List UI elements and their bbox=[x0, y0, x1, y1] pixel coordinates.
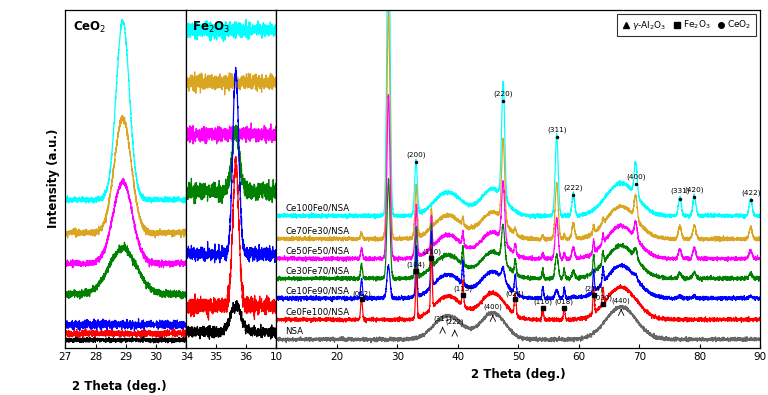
Text: Ce10Fe90/NSA: Ce10Fe90/NSA bbox=[285, 286, 349, 295]
Legend: $\gamma$-Al$_2$O$_3$, Fe$_2$O$_3$, CeO$_2$: $\gamma$-Al$_2$O$_3$, Fe$_2$O$_3$, CeO$_… bbox=[617, 14, 756, 36]
Text: CeO$_2$: CeO$_2$ bbox=[72, 20, 106, 35]
Text: (400): (400) bbox=[483, 304, 502, 310]
Text: (200): (200) bbox=[406, 152, 425, 158]
Text: (018): (018) bbox=[554, 298, 574, 305]
Text: (311): (311) bbox=[547, 126, 567, 133]
Text: (440): (440) bbox=[612, 298, 631, 304]
Text: (030): (030) bbox=[594, 294, 613, 301]
Text: (420): (420) bbox=[684, 186, 704, 193]
Text: (110): (110) bbox=[422, 249, 441, 255]
Text: (214): (214) bbox=[584, 286, 603, 292]
Text: Ce0Fe100/NSA: Ce0Fe100/NSA bbox=[285, 308, 349, 317]
Text: Ce100Fe0/NSA: Ce100Fe0/NSA bbox=[285, 204, 349, 213]
Text: (116): (116) bbox=[533, 298, 552, 305]
Text: (220): (220) bbox=[493, 90, 513, 96]
Text: (400): (400) bbox=[626, 173, 645, 180]
Text: (012): (012) bbox=[352, 290, 371, 297]
Text: (331): (331) bbox=[670, 188, 690, 194]
Text: Fe$_2$O$_3$: Fe$_2$O$_3$ bbox=[192, 20, 230, 35]
Text: NSA: NSA bbox=[285, 327, 303, 337]
Text: Ce50Fe50/NSA: Ce50Fe50/NSA bbox=[285, 246, 349, 256]
Text: (113): (113) bbox=[453, 286, 472, 292]
X-axis label: 2 Theta (deg.): 2 Theta (deg.) bbox=[471, 368, 565, 381]
Text: (422): (422) bbox=[741, 190, 760, 196]
Text: Ce30Fe70/NSA: Ce30Fe70/NSA bbox=[285, 267, 349, 275]
Text: (311): (311) bbox=[433, 316, 452, 322]
Text: (222): (222) bbox=[445, 318, 464, 325]
Text: (104): (104) bbox=[407, 261, 425, 268]
Text: (222): (222) bbox=[564, 184, 583, 191]
Text: 2 Theta (deg.): 2 Theta (deg.) bbox=[71, 380, 167, 393]
Text: (024): (024) bbox=[506, 290, 525, 297]
Text: Ce70Fe30/NSA: Ce70Fe30/NSA bbox=[285, 227, 349, 236]
Y-axis label: Intensity (a.u.): Intensity (a.u.) bbox=[47, 129, 60, 228]
